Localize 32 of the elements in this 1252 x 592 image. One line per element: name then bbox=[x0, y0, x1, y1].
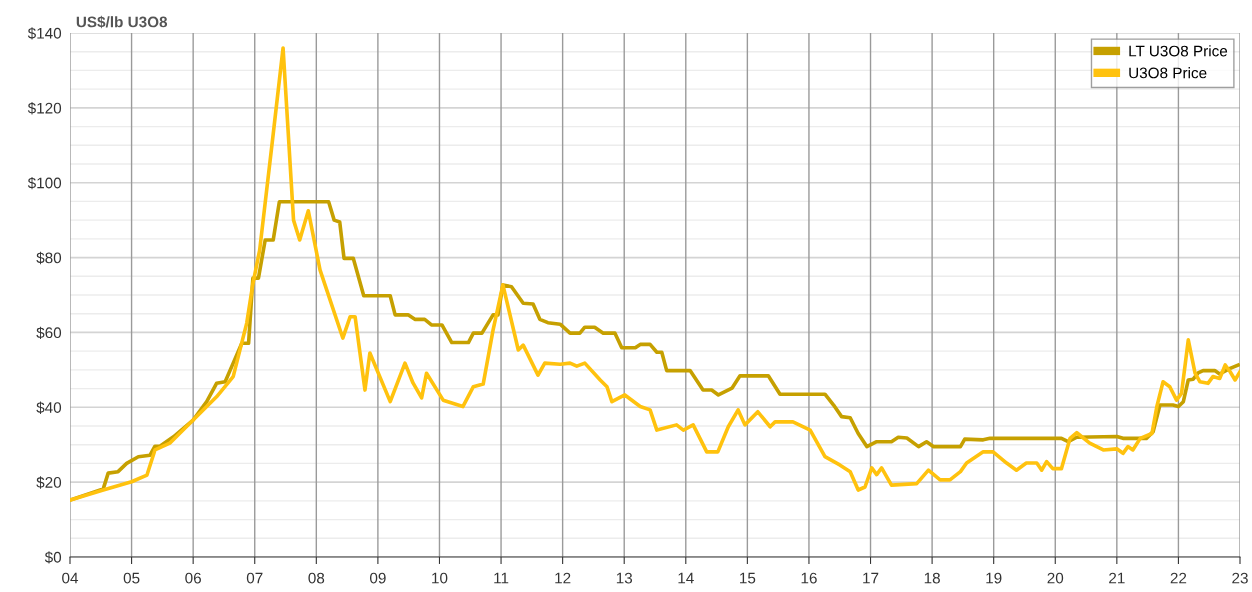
x-tick-label: 21 bbox=[1109, 572, 1125, 584]
x-tick-label: 20 bbox=[1047, 572, 1064, 584]
x-tick-label: 23 bbox=[1232, 572, 1248, 584]
legend-label: LT U3O8 Price bbox=[1129, 45, 1228, 57]
y-tick-label: $100 bbox=[27, 176, 62, 190]
y-tick-label: $20 bbox=[36, 476, 62, 489]
x-tick-label: 19 bbox=[986, 572, 1002, 584]
y-tick-label: $40 bbox=[36, 401, 62, 414]
x-tick-label: 15 bbox=[740, 572, 756, 584]
x-tick-label: 16 bbox=[801, 572, 817, 584]
x-tick-label: 09 bbox=[370, 572, 386, 584]
y-tick-label: $80 bbox=[36, 251, 62, 265]
x-tick-label: 07 bbox=[246, 572, 263, 584]
x-tick-label: 14 bbox=[678, 572, 694, 584]
x-tick-label: 12 bbox=[555, 572, 571, 584]
x-tick-label: 10 bbox=[432, 572, 448, 584]
y-tick-label: $140 bbox=[27, 27, 62, 40]
x-tick-label: 04 bbox=[62, 572, 79, 584]
x-tick-label: 18 bbox=[924, 572, 940, 584]
legend-label: U3O8 Price bbox=[1129, 67, 1207, 79]
y-tick-label: $60 bbox=[36, 326, 62, 340]
y-tick-label: $120 bbox=[27, 102, 62, 115]
y-axis-title: US$/lb U3O8 bbox=[76, 15, 168, 29]
x-tick-label: 13 bbox=[616, 572, 633, 584]
y-tick-label: $0 bbox=[44, 551, 62, 564]
line-series bbox=[70, 46, 1240, 502]
x-tick-label: 22 bbox=[1170, 572, 1187, 584]
x-tick-label: 11 bbox=[494, 572, 509, 584]
x-tick-label: 08 bbox=[308, 572, 325, 584]
x-tick-label: 05 bbox=[123, 572, 140, 584]
x-tick-label: 17 bbox=[863, 572, 879, 584]
x-tick-label: 06 bbox=[185, 572, 201, 584]
